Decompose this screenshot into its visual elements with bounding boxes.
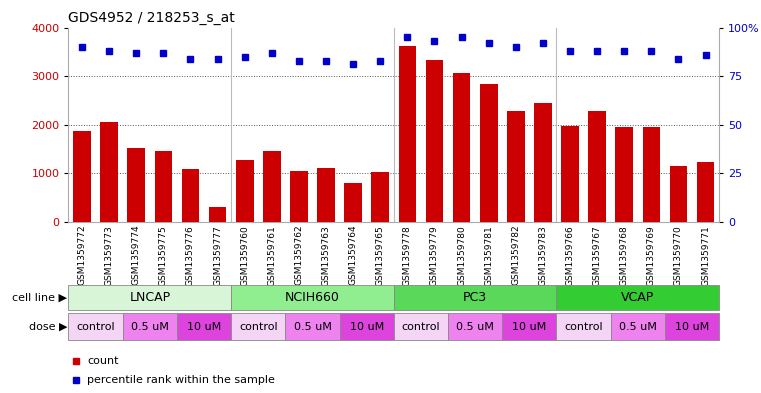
Bar bbox=[588, 111, 606, 222]
Text: 0.5 uM: 0.5 uM bbox=[456, 321, 494, 332]
Text: control: control bbox=[239, 321, 278, 332]
Text: cell line ▶: cell line ▶ bbox=[12, 293, 67, 303]
Bar bbox=[448, 313, 502, 340]
Bar bbox=[231, 285, 394, 310]
Bar bbox=[507, 111, 524, 222]
Bar bbox=[290, 171, 307, 222]
Bar bbox=[285, 313, 339, 340]
Bar bbox=[453, 73, 470, 222]
Bar bbox=[394, 313, 448, 340]
Text: 0.5 uM: 0.5 uM bbox=[619, 321, 657, 332]
Text: control: control bbox=[76, 321, 115, 332]
Text: PC3: PC3 bbox=[463, 291, 487, 304]
Bar bbox=[556, 313, 610, 340]
Bar bbox=[68, 313, 123, 340]
Bar bbox=[616, 127, 633, 222]
Bar bbox=[263, 151, 281, 222]
Bar bbox=[231, 313, 285, 340]
Bar bbox=[68, 285, 231, 310]
Text: 10 uM: 10 uM bbox=[349, 321, 384, 332]
Bar bbox=[425, 60, 444, 222]
Bar bbox=[665, 313, 719, 340]
Bar bbox=[556, 285, 719, 310]
Bar bbox=[209, 208, 227, 222]
Bar bbox=[399, 46, 416, 222]
Bar bbox=[502, 313, 556, 340]
Bar bbox=[610, 313, 665, 340]
Bar bbox=[154, 151, 172, 222]
Text: GDS4952 / 218253_s_at: GDS4952 / 218253_s_at bbox=[68, 11, 235, 25]
Bar bbox=[697, 162, 715, 222]
Text: 10 uM: 10 uM bbox=[675, 321, 709, 332]
Text: dose ▶: dose ▶ bbox=[29, 321, 67, 332]
Bar bbox=[236, 160, 253, 222]
Bar bbox=[177, 313, 231, 340]
Bar bbox=[182, 169, 199, 222]
Text: control: control bbox=[564, 321, 603, 332]
Bar bbox=[123, 313, 177, 340]
Bar bbox=[534, 103, 552, 222]
Text: percentile rank within the sample: percentile rank within the sample bbox=[88, 375, 275, 386]
Text: 0.5 uM: 0.5 uM bbox=[131, 321, 169, 332]
Bar bbox=[344, 183, 362, 222]
Text: NCIH660: NCIH660 bbox=[285, 291, 340, 304]
Text: 10 uM: 10 uM bbox=[187, 321, 221, 332]
Bar bbox=[394, 285, 556, 310]
Bar bbox=[561, 126, 579, 222]
Bar bbox=[371, 172, 389, 222]
Bar bbox=[642, 127, 661, 222]
Bar bbox=[100, 122, 118, 222]
Text: VCAP: VCAP bbox=[621, 291, 654, 304]
Bar bbox=[670, 165, 687, 222]
Text: 0.5 uM: 0.5 uM bbox=[294, 321, 332, 332]
Text: 10 uM: 10 uM bbox=[512, 321, 546, 332]
Bar bbox=[339, 313, 394, 340]
Text: LNCAP: LNCAP bbox=[129, 291, 170, 304]
Bar bbox=[127, 148, 145, 222]
Bar bbox=[317, 168, 335, 222]
Text: count: count bbox=[88, 356, 119, 366]
Bar bbox=[73, 130, 91, 222]
Text: control: control bbox=[402, 321, 441, 332]
Bar bbox=[480, 84, 498, 222]
